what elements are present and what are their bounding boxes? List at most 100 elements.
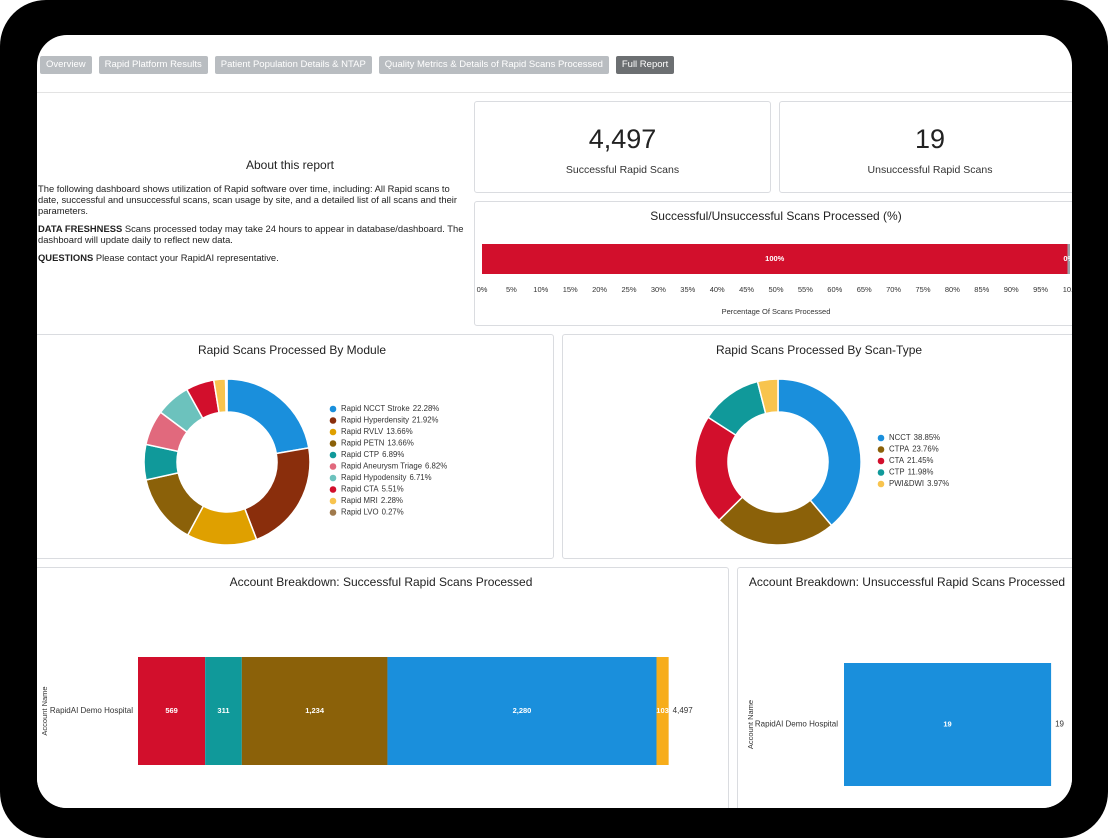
tab[interactable]: Quality Metrics & Details of Rapid Scans… (378, 56, 609, 74)
x-tick-label: 10% (533, 285, 548, 294)
legend-value: 2.28% (381, 496, 403, 505)
legend-swatch (877, 446, 885, 453)
y-axis-label: Account Name (746, 700, 755, 749)
bar-segment (205, 657, 242, 765)
x-tick-label: 70% (886, 285, 901, 294)
legend-swatch (329, 440, 337, 447)
legend-name: Rapid LVO (341, 508, 379, 517)
legend-swatch (329, 486, 337, 493)
legend-value: 0.27% (382, 508, 404, 517)
legend-name: Rapid MRI (341, 496, 378, 505)
legend-entry: Rapid NCCT Stroke 22.28% (341, 404, 439, 413)
kpi-label: Successful Rapid Scans (565, 164, 680, 176)
x-tick-label: 20% (592, 285, 607, 294)
legend-name: Rapid PETN (341, 439, 384, 448)
bar-segment (138, 657, 206, 765)
chart-panel: Rapid Scans Processed By Module Rapid NCC… (37, 334, 554, 559)
legend-swatch (329, 417, 337, 424)
total-label: 19 (1055, 720, 1064, 729)
donut-slice (226, 378, 310, 455)
legend-name: Rapid CTA (341, 485, 379, 494)
x-tick-label: 35% (680, 285, 695, 294)
legend-name: Rapid Aneurysm Triage (341, 462, 422, 471)
data-label: 569 (165, 706, 178, 715)
chart-panel: Account Breakdown: Successful Rapid Scan… (37, 567, 729, 808)
paragraph-text: The following dashboard shows utilizatio… (38, 183, 457, 216)
legend-value: 13.66% (386, 427, 413, 436)
legend-swatch (877, 457, 885, 465)
data-label: 1,234 (305, 706, 325, 715)
legend-value: 23.76% (912, 445, 939, 454)
legend-name: Rapid RVLV (341, 427, 384, 436)
data-label: 103 (656, 706, 669, 715)
tab[interactable]: Patient Population Details & NTAP (214, 56, 372, 74)
bar-segment (1067, 244, 1070, 274)
tab[interactable]: Overview (40, 56, 92, 74)
legend-value: 6.89% (382, 450, 404, 459)
tab[interactable]: Full Report (615, 56, 675, 74)
data-label: 0% (1063, 254, 1072, 263)
legend-entry: Rapid Hypodensity 6.71% (341, 473, 432, 482)
chart: Successful/Unsuccessful Scans Processed … (477, 209, 1072, 316)
chart: Account Breakdown: Unsuccessful Rapid Sc… (746, 575, 1065, 786)
bar-segment (656, 657, 669, 765)
tab[interactable]: Rapid Platform Results (98, 56, 208, 74)
paragraph-text: Scans processed today may take 24 hours … (38, 223, 464, 245)
chart-title: Account Breakdown: Successful Rapid Scan… (230, 575, 533, 589)
legend-swatch (329, 463, 337, 470)
data-label: 19 (943, 719, 951, 728)
legend-name: CTPA (889, 445, 910, 454)
legend-entry: PWI&DWI 3.97% (889, 479, 949, 488)
chart-title: Rapid Scans Processed By Scan-Type (716, 343, 922, 357)
legend-entry: Rapid PETN 13.66% (341, 439, 414, 448)
legend-entry: CTP 11.98% (889, 468, 934, 477)
legend-value: 21.92% (412, 416, 439, 425)
kpi-card: 4,497 Successful Rapid Scans (474, 101, 771, 193)
legend-name: Rapid Hyperdensity (341, 416, 409, 425)
bar-segment (482, 244, 1068, 274)
chart-title: Account Breakdown: Unsuccessful Rapid Sc… (749, 575, 1065, 589)
legend-entry: Rapid CTA 5.51% (341, 485, 404, 494)
bar-segment (844, 663, 1052, 786)
donut-slice (224, 378, 228, 413)
about-title: About this report (245, 158, 335, 172)
x-tick-label: 80% (945, 285, 960, 294)
kpi-label: Unsuccessful Rapid Scans (867, 164, 993, 176)
legend-entry: CTPA 23.76% (889, 445, 939, 454)
legend-value: 5.51% (382, 485, 404, 494)
x-tick-label: 95% (1033, 285, 1048, 294)
legend-swatch (877, 469, 885, 476)
tab-bar: Overview Rapid Platform Results Patient Po… (40, 56, 675, 74)
legend-entry: CTA 21.45% (889, 456, 934, 465)
donut-slice (777, 378, 862, 527)
x-tick-label: 45% (739, 285, 754, 294)
legend-name: NCCT (889, 433, 911, 442)
legend-name: Rapid NCCT Stroke (341, 404, 410, 413)
separator (37, 92, 1072, 93)
legend-name: Rapid CTP (341, 450, 379, 459)
legend-swatch (877, 434, 885, 442)
legend-value: 6.82% (425, 462, 447, 471)
legend-entry: Rapid Hyperdensity 21.92% (341, 416, 439, 425)
legend-value: 3.97% (927, 479, 949, 488)
x-tick-label: 60% (827, 285, 842, 294)
data-label: 311 (217, 706, 229, 715)
data-label: 2,280 (513, 706, 532, 715)
legend-value: 21.45% (907, 456, 934, 465)
x-tick-label: 90% (1004, 285, 1019, 294)
x-tick-label: 50% (768, 285, 783, 294)
legend-value: 11.98% (908, 468, 934, 477)
y-tick-label: RapidAI Demo Hospital (50, 706, 133, 715)
legend-swatch (877, 480, 885, 488)
legend-name: Rapid Hypodensity (341, 473, 407, 482)
legend-entry: Rapid RVLV 13.66% (341, 427, 413, 436)
x-tick-label: 75% (915, 285, 930, 294)
paragraph: QUESTIONS Please contact your RapidAI re… (38, 252, 470, 263)
legend-entry: Rapid Aneurysm Triage 6.82% (341, 462, 447, 471)
legend-entry: Rapid LVO 0.27% (341, 508, 404, 517)
x-tick-label: 15% (563, 285, 578, 294)
legend-entry: Rapid CTP 6.89% (341, 450, 404, 459)
chart-title: Rapid Scans Processed By Module (198, 343, 386, 357)
chart: Rapid Scans Processed By Scan-Type NCCT 38… (694, 343, 949, 546)
legend-value: 38.85% (914, 433, 941, 442)
